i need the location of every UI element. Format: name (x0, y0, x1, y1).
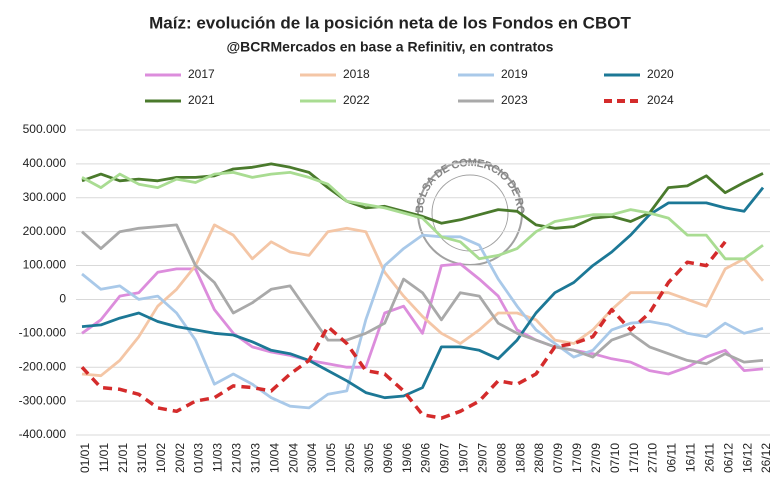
x-tick-label: 09/07 (438, 443, 452, 473)
x-tick-label: 10/04 (267, 443, 281, 473)
x-tick-label: 06/11 (665, 443, 679, 472)
series-line (81, 171, 764, 261)
x-tick-label: 20/05 (343, 443, 357, 473)
legend-label: 2017 (188, 67, 215, 81)
x-tick-label: 26/12 (759, 443, 773, 473)
x-tick-label: 10/05 (324, 443, 338, 473)
x-tick-label: 07/09 (551, 443, 565, 473)
x-tick-label: 29/07 (475, 443, 489, 473)
series-line (81, 233, 764, 410)
series-line (81, 262, 764, 376)
x-tick-label: 16/11 (684, 443, 698, 472)
series-line (80, 240, 727, 420)
legend-label: 2023 (501, 93, 528, 107)
x-tick-label: 31/03 (248, 443, 262, 473)
legend-label: 2021 (188, 93, 215, 107)
series-line (81, 186, 765, 400)
x-tick-label: 28/08 (532, 443, 546, 473)
x-tick-label: 10/02 (154, 443, 168, 473)
x-tick-label: 19/06 (400, 443, 414, 473)
legend-label: 2022 (343, 93, 370, 107)
x-tick-label: 07/10 (608, 443, 622, 473)
x-tick-label: 30/04 (305, 443, 319, 473)
y-tick-label: 300.000 (23, 190, 67, 204)
chart-subtitle: @BCRMercados en base a Refinitiv, en con… (227, 39, 554, 55)
x-tick-label: 08/08 (494, 443, 508, 473)
y-tick-label: 0 (59, 292, 66, 306)
x-tick-label: 20/02 (173, 443, 187, 473)
x-tick-label: 11/01 (97, 443, 111, 472)
chart-title: Maíz: evolución de la posición neta de l… (149, 13, 631, 32)
x-tick-label: 21/03 (230, 443, 244, 473)
y-tick-label: 400.000 (23, 156, 67, 170)
x-tick-label: 29/06 (419, 443, 433, 473)
x-tick-label: 21/01 (116, 443, 130, 473)
legend-label: 2019 (501, 67, 528, 81)
x-tick-label: 17/10 (627, 443, 641, 473)
x-tick-label: 18/08 (513, 443, 527, 473)
x-tick-label: 16/12 (740, 443, 754, 473)
x-tick-label: 19/07 (457, 443, 471, 473)
x-tick-label: 31/01 (135, 443, 149, 473)
y-tick-label: -300.000 (19, 393, 67, 407)
grid (76, 129, 770, 436)
y-tick-label: -100.000 (19, 326, 67, 340)
y-tick-label: 200.000 (23, 224, 67, 238)
x-tick-label: 01/03 (192, 443, 206, 473)
y-tick-label: 100.000 (23, 258, 67, 272)
y-tick-label: -200.000 (19, 359, 67, 373)
y-tick-label: -400.000 (19, 427, 67, 441)
legend-label: 2020 (647, 67, 674, 81)
x-tick-label: 11/03 (211, 443, 225, 472)
legend-label: 2024 (647, 93, 674, 107)
x-tick-label: 06/12 (721, 443, 735, 473)
x-tick-label: 17/09 (570, 443, 584, 473)
legend-label: 2018 (343, 67, 370, 81)
series-line (81, 223, 764, 366)
x-tick-label: 01/01 (78, 443, 92, 473)
watermark-ring (417, 160, 523, 266)
x-tick-label: 27/09 (589, 443, 603, 473)
x-tick-label: 09/06 (381, 443, 395, 473)
x-tick-label: 27/10 (646, 443, 660, 473)
x-tick-label: 26/11 (702, 443, 716, 472)
x-tick-label: 20/04 (286, 443, 300, 473)
x-tick-label: 30/05 (362, 443, 376, 473)
y-tick-label: 500.000 (23, 122, 67, 136)
